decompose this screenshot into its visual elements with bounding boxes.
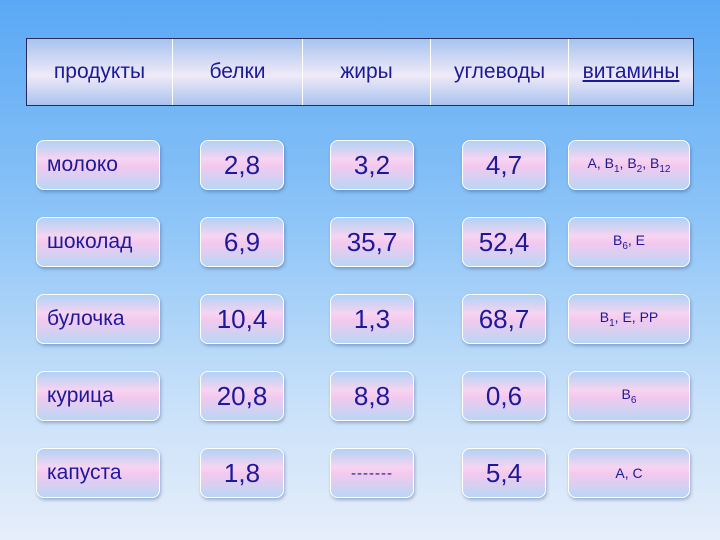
vitamin-list: A, B1, B2, B12 xyxy=(587,155,671,175)
vitamin-list: A, C xyxy=(615,465,643,481)
vitamins-value: A, C xyxy=(568,448,690,498)
vitamin-letter: B xyxy=(627,155,637,172)
vitamin-subscript: 1 xyxy=(609,317,615,329)
vitamin-letter: B xyxy=(604,155,614,172)
vitamin-item: E xyxy=(622,309,631,325)
vitamin-list: B1, E, PP xyxy=(599,309,659,329)
vitamin-list: B6 xyxy=(622,386,637,406)
carbs-value: 68,7 xyxy=(462,294,546,344)
product-name: капуста xyxy=(36,448,160,498)
vitamin-letter: B xyxy=(621,386,631,403)
vitamin-letter: A xyxy=(587,155,597,172)
vitamins-value: A, B1, B2, B12 xyxy=(568,140,690,190)
table-row: капуста 1,8 ------- 5,4 A, C xyxy=(0,448,720,498)
protein-value: 10,4 xyxy=(200,294,284,344)
header-vitamins: витамины xyxy=(582,60,680,83)
vitamin-subscript: 2 xyxy=(636,163,643,175)
carbs-value: 5,4 xyxy=(462,448,546,498)
product-name: молоко xyxy=(36,140,160,190)
vitamin-letter: E xyxy=(635,232,646,249)
product-name: шоколад xyxy=(36,217,160,267)
vitamin-item: B1 xyxy=(599,309,615,329)
product-name: курица xyxy=(36,371,160,421)
carbs-value: 52,4 xyxy=(462,217,546,267)
header-products: продукты xyxy=(27,39,173,105)
vitamin-letter: B xyxy=(599,309,610,326)
fat-value: 1,3 xyxy=(330,294,414,344)
vitamin-letter: E xyxy=(622,309,632,326)
vitamin-item: C xyxy=(633,465,643,481)
fat-value: 3,2 xyxy=(330,140,414,190)
fat-value: ------- xyxy=(330,448,414,498)
protein-value: 2,8 xyxy=(200,140,284,190)
table-row: булочка 10,4 1,3 68,7 B1, E, PP xyxy=(0,294,720,344)
vitamin-letter: B xyxy=(612,232,623,249)
protein-value: 1,8 xyxy=(200,448,284,498)
vitamin-letter: A xyxy=(615,465,625,481)
carbs-value: 4,7 xyxy=(462,140,546,190)
vitamin-item: B1 xyxy=(604,155,620,175)
fat-value: 8,8 xyxy=(330,371,414,421)
header-proteins: белки xyxy=(173,39,303,105)
vitamin-letter: PP xyxy=(639,309,659,326)
vitamin-item: B6 xyxy=(612,232,628,252)
vitamin-item: A xyxy=(615,465,624,481)
vitamin-item: A xyxy=(588,155,597,171)
vitamin-subscript: 6 xyxy=(622,240,628,252)
vitamins-value: B6 xyxy=(568,371,690,421)
header-fats: жиры xyxy=(303,39,431,105)
vitamin-item: PP xyxy=(640,309,659,325)
vitamin-subscript: 6 xyxy=(630,394,637,406)
vitamin-item: B2 xyxy=(627,155,642,175)
table-row: молоко 2,8 3,2 4,7 A, B1, B2, B12 xyxy=(0,140,720,190)
vitamins-value: B6, E xyxy=(568,217,690,267)
vitamin-subscript: 12 xyxy=(659,163,671,175)
vitamin-item: E xyxy=(636,232,645,248)
vitamin-subscript: 1 xyxy=(613,163,620,175)
table-header: продукты белки жиры углеводы витамины xyxy=(26,38,694,106)
vitamin-letter: B xyxy=(650,155,660,172)
protein-value: 20,8 xyxy=(200,371,284,421)
vitamins-value: B1, E, PP xyxy=(568,294,690,344)
carbs-value: 0,6 xyxy=(462,371,546,421)
vitamin-letter: C xyxy=(632,465,643,481)
protein-value: 6,9 xyxy=(200,217,284,267)
fat-value: 35,7 xyxy=(330,217,414,267)
vitamin-item: B12 xyxy=(650,155,670,175)
product-name: булочка xyxy=(36,294,160,344)
header-carbs: углеводы xyxy=(431,39,569,105)
vitamin-item: B6 xyxy=(621,386,637,406)
table-row: шоколад 6,9 35,7 52,4 B6, E xyxy=(0,217,720,267)
vitamin-list: B6, E xyxy=(612,232,646,252)
table-row: курица 20,8 8,8 0,6 B6 xyxy=(0,371,720,421)
